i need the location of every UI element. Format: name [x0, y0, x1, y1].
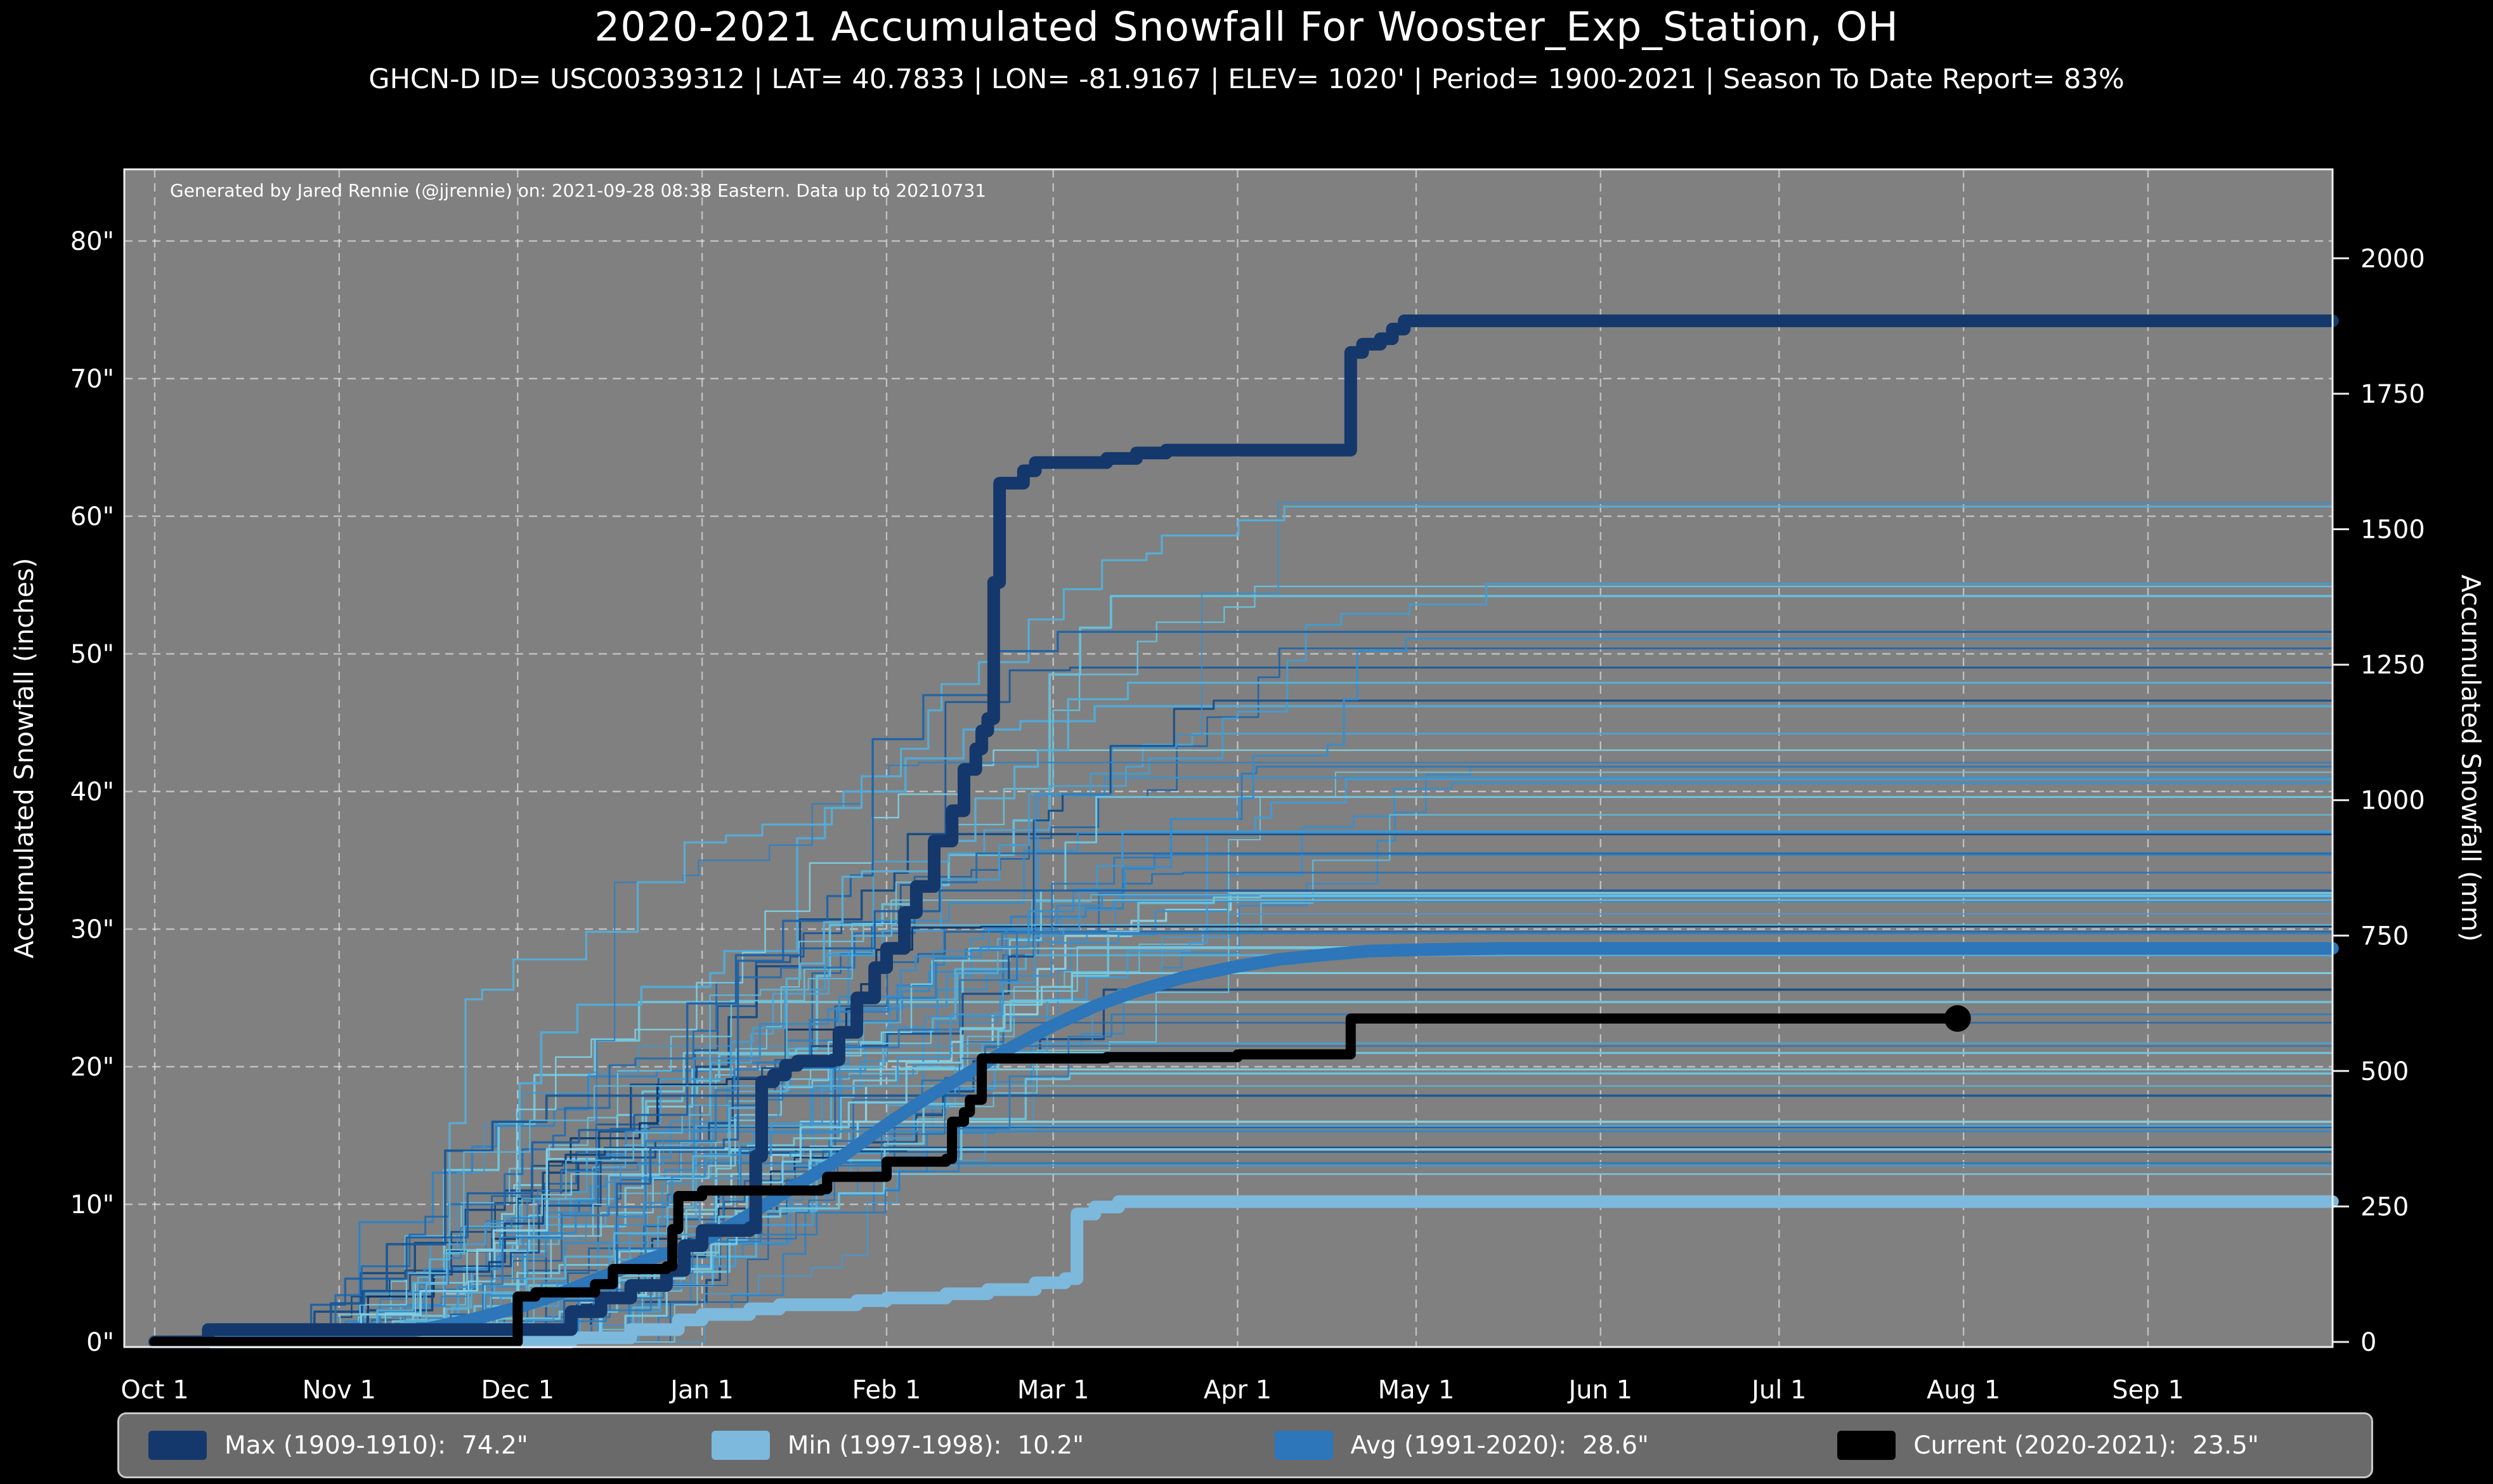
y-inches-tick-label: 80"	[70, 227, 114, 256]
mm-tick-marks	[2333, 257, 2349, 1343]
y-mm-tick-label: 1000	[2360, 786, 2425, 816]
y-mm-tick-label: 1750	[2360, 380, 2425, 409]
generated-by-annotation: Generated by Jared Rennie (@jjrennie) on…	[170, 180, 986, 201]
series-max-line	[148, 314, 2339, 1348]
x-tick-label: Sep 1	[2112, 1376, 2184, 1405]
legend-label-max: Max (1909-1910): 74.2"	[225, 1431, 528, 1460]
legend-label-current: Current (2020-2021): 23.5"	[1913, 1431, 2259, 1460]
current-line-swatch	[1837, 1431, 1896, 1460]
min-line-swatch	[711, 1431, 770, 1460]
y-mm-tick-label: 1500	[2360, 516, 2425, 545]
x-tick-label: Aug 1	[1927, 1376, 2000, 1405]
legend: Max (1909-1910): 74.2" Min (1997-1998): …	[117, 1412, 2373, 1478]
page-title: 2020-2021 Accumulated Snowfall For Woost…	[594, 4, 1899, 50]
series-avg-line	[148, 942, 2339, 1348]
y-mm-tick-label: 0	[2360, 1328, 2376, 1357]
y-inches-tick-label: 10"	[70, 1190, 114, 1220]
x-tick-label: May 1	[1378, 1376, 1455, 1405]
y-inches-tick-label: 70"	[70, 365, 114, 394]
x-tick-label: Apr 1	[1204, 1376, 1272, 1405]
x-tick-label: Feb 1	[852, 1376, 921, 1405]
y-axis-label-inches: Accumulated Snowfall (inches)	[9, 558, 39, 959]
plot-spines	[123, 168, 2334, 1348]
station-metadata-subtitle: GHCN-D ID= USC00339312 | LAT= 40.7833 | …	[368, 63, 2125, 95]
y-axis-label-mm: Accumulated Snowfall (mm)	[2456, 575, 2486, 942]
y-inches-tick-label: 50"	[70, 640, 114, 669]
x-tick-label: Jun 1	[1566, 1376, 1632, 1405]
max-line-swatch	[148, 1431, 207, 1460]
y-inches-tick-label: 40"	[70, 778, 114, 807]
x-tick-label: Jan 1	[668, 1376, 734, 1405]
legend-label-min: Min (1997-1998): 10.2"	[787, 1431, 1084, 1460]
series-min-line	[148, 1195, 2339, 1348]
x-tick-label: Dec 1	[481, 1376, 555, 1405]
y-inches-tick-label: 0"	[86, 1328, 114, 1357]
gridlines	[124, 169, 2333, 1347]
legend-item-max: Max (1909-1910): 74.2"	[119, 1431, 682, 1460]
y-inches-tick-label: 60"	[70, 502, 114, 531]
y-inches-tick-label: 30"	[70, 915, 114, 944]
avg-line-swatch	[1274, 1431, 1333, 1460]
legend-item-current: Current (2020-2021): 23.5"	[1808, 1431, 2371, 1460]
y-mm-tick-label: 250	[2360, 1192, 2409, 1221]
x-tick-label: Nov 1	[303, 1376, 376, 1405]
y-mm-tick-label: 1250	[2360, 651, 2425, 680]
y-mm-tick-label: 2000	[2360, 244, 2425, 273]
y-inches-tick-label: 20"	[70, 1053, 114, 1082]
legend-item-avg: Avg (1991-2020): 28.6"	[1246, 1431, 1809, 1460]
legend-item-min: Min (1997-1998): 10.2"	[682, 1431, 1246, 1460]
x-tick-label: Mar 1	[1017, 1376, 1090, 1405]
y-mm-tick-label: 500	[2360, 1057, 2409, 1086]
series-current-line	[150, 1013, 1963, 1347]
x-tick-label: Oct 1	[120, 1376, 188, 1405]
current-end-marker	[1944, 1005, 1971, 1032]
y-mm-tick-label: 750	[2360, 921, 2409, 951]
legend-label-avg: Avg (1991-2020): 28.6"	[1350, 1431, 1649, 1460]
x-tick-label: Jul 1	[1750, 1376, 1806, 1405]
